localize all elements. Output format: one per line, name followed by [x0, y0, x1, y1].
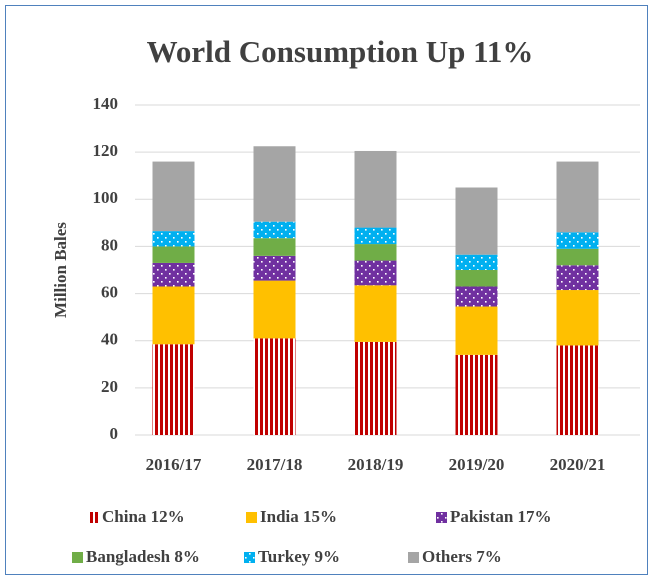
bar-segment: [354, 260, 397, 286]
bar-segment: [354, 227, 397, 245]
legend-swatch: [408, 552, 419, 563]
bar-segment: [556, 248, 599, 266]
legend-label: India 15%: [260, 507, 337, 526]
legend-swatch: [244, 552, 255, 563]
chart-border: [5, 5, 648, 575]
bar-segment: [556, 232, 599, 249]
y-tick-label: 0: [110, 424, 119, 443]
y-tick-label: 120: [93, 141, 119, 160]
bar-segment: [152, 231, 195, 247]
bar-segment: [556, 345, 599, 435]
x-tick-label: 2016/17: [146, 455, 202, 474]
bar-segment: [354, 150, 397, 228]
legend-swatch: [246, 512, 257, 523]
bar-segment: [253, 238, 296, 256]
legend-label: China 12%: [102, 507, 185, 526]
bar-segment: [354, 341, 397, 435]
x-tick-label: 2020/21: [550, 455, 606, 474]
bar-segment: [152, 344, 195, 435]
bar-segment: [455, 270, 498, 287]
bar-segment: [152, 286, 195, 345]
y-tick-label: 80: [101, 235, 118, 254]
y-tick-label: 140: [93, 94, 119, 113]
bar-segment: [152, 246, 195, 263]
y-tick-label: 40: [101, 330, 118, 349]
x-tick-label: 2018/19: [348, 455, 404, 474]
legend-swatch: [436, 512, 447, 523]
bar-segment: [152, 262, 195, 287]
bar-segment: [556, 161, 599, 233]
bar-segment: [253, 221, 296, 239]
bar-segment: [556, 265, 599, 291]
y-tick-label: 20: [101, 377, 118, 396]
bar-segment: [152, 161, 195, 232]
legend-swatch: [72, 552, 83, 563]
bar-segment: [253, 280, 296, 339]
bar-segment: [556, 290, 599, 346]
legend-label: Others 7%: [422, 547, 502, 566]
bar-segment: [455, 306, 498, 355]
legend-label: Turkey 9%: [258, 547, 340, 566]
y-tick-label: 60: [101, 282, 118, 301]
bar-segment: [455, 286, 498, 307]
bar-segment: [354, 285, 397, 342]
bar-segment: [455, 187, 498, 255]
bar-segment: [253, 255, 296, 281]
x-tick-label: 2019/20: [449, 455, 505, 474]
bar-segment: [455, 254, 498, 270]
y-axis-label: Million Bales: [51, 222, 70, 318]
chart-title: World Consumption Up 11%: [147, 34, 534, 69]
legend-swatch: [88, 512, 99, 523]
bar-segment: [253, 146, 296, 222]
bar-segment: [253, 338, 296, 435]
legend-label: Pakistan 17%: [450, 507, 552, 526]
bar-segment: [455, 354, 498, 435]
bar-segment: [354, 244, 397, 261]
x-tick-label: 2017/18: [247, 455, 303, 474]
y-tick-label: 100: [93, 188, 119, 207]
legend-label: Bangladesh 8%: [86, 547, 200, 566]
